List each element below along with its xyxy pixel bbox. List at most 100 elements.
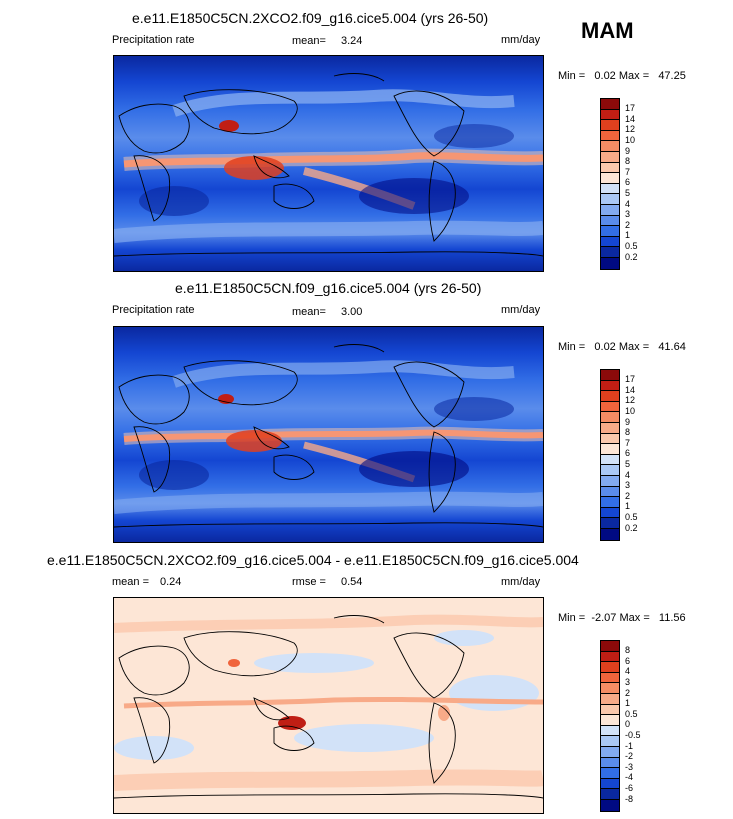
panel1-colorbar	[600, 98, 620, 270]
panel2-colorbar-swatch	[601, 401, 619, 413]
panel1-colorbar-swatch	[601, 99, 619, 110]
panel3-rmse-label: rmse =	[292, 576, 326, 588]
panel3-colorbar-swatch	[601, 641, 619, 652]
panel3-colorbar	[600, 640, 620, 812]
panel3-colorbar-swatch	[601, 768, 619, 779]
panel3-max-hotspot	[278, 716, 306, 730]
panel1-max-label: Max =	[618, 70, 650, 82]
panel1-units: mm/day	[501, 34, 541, 46]
panel2-units: mm/day	[501, 304, 541, 316]
panel3-colorbar-tick-label: 1	[625, 698, 631, 709]
panel2-colorbar-tick-label: 10	[625, 405, 636, 416]
panel3-rmse-value: 0.54	[341, 576, 363, 588]
panel3-colorbar-swatch	[601, 746, 619, 758]
panel3-min-max: Min = -2.07 Max = 11.56	[558, 612, 686, 624]
panel3-colorbar-swatch	[601, 704, 619, 716]
panel1-colorbar-swatch	[601, 109, 619, 121]
panel1-colorbar-tick-label: 2	[625, 219, 631, 230]
panel1-colorbar-swatch	[601, 151, 619, 163]
panel1-colorbar-swatch	[601, 194, 619, 205]
panel2-colorbar-tick-label: 9	[625, 416, 631, 427]
panel2-colorbar-tick-label: 3	[625, 480, 631, 491]
panel1-mean-value: 3.24	[341, 35, 363, 47]
panel2-colorbar-swatch	[601, 412, 619, 423]
panel3-colorbar-tick-label: -1	[625, 740, 634, 751]
panel1-min-value: 0.02	[594, 70, 616, 82]
panel3-colorbar-swatch	[601, 757, 619, 769]
panel2-colorbar-tick-label: 0.2	[625, 522, 638, 533]
panel3-itcz-increase	[123, 696, 543, 709]
panel1-colorbar-swatch	[601, 257, 619, 269]
panel2-colorbar-tick-label: 8	[625, 427, 631, 438]
panel3-colorbar-swatch	[601, 651, 619, 663]
panel3-colorbar-tick-label: -6	[625, 782, 634, 793]
panel3-colorbar-swatch	[601, 672, 619, 684]
panel3-colorbar-tick-label: 0.5	[625, 708, 638, 719]
panel3-max-value: 11.56	[658, 612, 686, 624]
panel1-colorbar-tick-label: 5	[625, 187, 631, 198]
panel1-precip-map	[113, 55, 544, 272]
panel2-min-max: Min = 0.02 Max = 41.64	[558, 341, 686, 353]
panel2-colorbar	[600, 369, 620, 541]
panel2-mean-label: mean=	[292, 306, 326, 318]
panel3-colorbar-swatch	[601, 799, 619, 811]
panel1-colorbar-tick-label: 4	[625, 198, 631, 209]
panel3-colorbar-swatch	[601, 725, 619, 737]
panel3-colorbar-tick-label: -3	[625, 761, 634, 772]
panel2-colorbar-swatch	[601, 433, 619, 445]
panel2-colorbar-swatch	[601, 486, 619, 498]
panel2-colorbar-swatch	[601, 465, 619, 476]
panel1-colorbar-tick-label: 10	[625, 134, 636, 145]
panel2-colorbar-swatch	[601, 422, 619, 434]
panel3-colorbar-swatch	[601, 736, 619, 747]
panel3-colorbar-swatch	[601, 715, 619, 726]
panel2-colorbar-swatch	[601, 528, 619, 540]
panel1-colorbar-tick-label: 8	[625, 156, 631, 167]
panel1-colorbar-tick-label: 9	[625, 145, 631, 156]
panel3-colorbar-tick-label: -4	[625, 772, 634, 783]
panel1-colorbar-tick-label: 0.2	[625, 251, 638, 262]
panel3-min-value: -2.07	[591, 612, 617, 624]
panel3-colorbar-swatch	[601, 693, 619, 705]
panel2-precip-map	[113, 326, 544, 543]
panel1-title: e.e11.E1850C5CN.2XCO2.f09_g16.cice5.004 …	[132, 10, 489, 26]
panel2-colorbar-swatch	[601, 507, 619, 519]
panel2-colorbar-swatch	[601, 391, 619, 402]
panel1-colorbar-tick-label: 12	[625, 124, 636, 135]
panel2-colorbar-tick-label: 17	[625, 374, 636, 385]
panel3-colorbar-tick-label: -8	[625, 793, 634, 804]
panel2-colorbar-tick-label: 14	[625, 384, 636, 395]
panel2-title: e.e11.E1850C5CN.f09_g16.cice5.004 (yrs 2…	[175, 280, 482, 296]
panel2-field-label: Precipitation rate	[112, 304, 195, 316]
panel2-colorbar-tick-label: 7	[625, 437, 631, 448]
panel2-max-value: 41.64	[658, 341, 686, 353]
panel3-colorbar-tick-label: 2	[625, 687, 631, 698]
panel2-mean-value: 3.00	[341, 306, 363, 318]
panel3-colorbar-tick-label: 0	[625, 719, 631, 730]
panel1-colorbar-swatch	[601, 183, 619, 195]
panel2-colorbar-swatch	[601, 497, 619, 508]
panel2-colorbar-tick-label: 12	[625, 395, 636, 406]
panel2-colorbar-swatch	[601, 475, 619, 487]
panel2-colorbar-swatch	[601, 444, 619, 455]
panel2-colorbar-tick-label: 5	[625, 458, 631, 469]
panel2-min-value: 0.02	[594, 341, 616, 353]
panel1-mean-label: mean=	[292, 35, 326, 47]
panel1-colorbar-tick-label: 3	[625, 209, 631, 220]
panel3-title: e.e11.E1850C5CN.2XCO2.f09_g16.cice5.004 …	[47, 552, 579, 568]
panel3-colorbar-tick-label: -0.5	[625, 729, 641, 740]
panel1-colorbar-tick-label: 6	[625, 177, 631, 188]
panel1-colorbar-swatch	[601, 236, 619, 248]
panel2-colorbar-tick-label: 4	[625, 469, 631, 480]
panel2-colorbar-swatch	[601, 518, 619, 529]
panel1-colorbar-tick-label: 0.5	[625, 240, 638, 251]
panel1-colorbar-swatch	[601, 204, 619, 216]
panel3-colorbar-tick-label: 6	[625, 655, 631, 666]
panel3-colorbar-swatch	[601, 789, 619, 800]
panel2-colorbar-tick-label: 6	[625, 448, 631, 459]
panel3-mean-value: 0.24	[160, 576, 182, 588]
panel2-colorbar-swatch	[601, 454, 619, 466]
panel2-colorbar-swatch	[601, 380, 619, 392]
panel1-colorbar-swatch	[601, 215, 619, 227]
panel3-colorbar-tick-label: 3	[625, 676, 631, 687]
